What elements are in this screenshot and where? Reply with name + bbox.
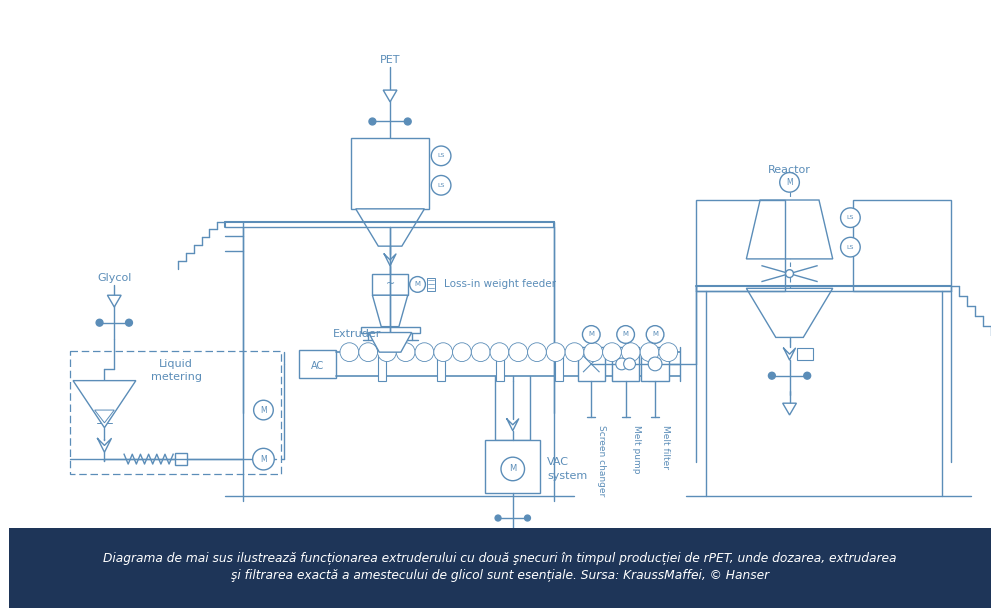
Circle shape [434,343,453,362]
Text: M: M [588,332,594,338]
Circle shape [616,358,628,370]
Text: PET: PET [380,55,400,64]
Circle shape [786,270,793,278]
Bar [612,348,620,381]
Circle shape [646,325,664,343]
Text: Reactor: Reactor [768,165,811,174]
Polygon shape [107,295,121,307]
Text: Glycol: Glycol [97,273,131,282]
Circle shape [768,372,775,379]
Text: LS: LS [847,244,854,250]
Circle shape [359,343,378,362]
Text: Diagrama de mai sus ilustrează funcționarea extruderului cu două şnecuri în timp: Diagrama de mai sus ilustrează funcționa… [103,552,897,582]
Text: M: M [786,178,793,187]
Bar [427,278,435,291]
Circle shape [624,358,635,370]
Circle shape [546,343,565,362]
Polygon shape [372,295,408,327]
Bar [797,348,813,360]
Circle shape [126,319,132,326]
Circle shape [648,357,662,371]
Text: LS: LS [437,154,445,158]
Circle shape [804,372,811,379]
Polygon shape [383,90,397,102]
Circle shape [410,276,425,292]
Text: M: M [623,332,629,338]
Text: Melt pump: Melt pump [632,425,641,473]
Polygon shape [73,381,136,428]
Bar [378,348,386,381]
Circle shape [501,457,525,481]
Polygon shape [95,410,114,423]
Bar [372,274,408,295]
Circle shape [509,343,528,362]
Text: M: M [415,281,421,287]
Text: M: M [652,332,658,338]
Circle shape [780,173,799,192]
Circle shape [841,238,860,257]
Circle shape [253,448,274,470]
Text: LS: LS [437,183,445,188]
Bar [9,528,991,608]
Circle shape [431,146,451,166]
Bar [555,348,563,381]
Polygon shape [368,333,412,352]
Text: AC: AC [311,361,324,371]
Circle shape [340,343,359,362]
Circle shape [617,325,634,343]
Circle shape [369,118,376,125]
Circle shape [582,325,600,343]
Circle shape [453,343,471,362]
Bar [351,138,429,209]
Bar [696,200,785,291]
Circle shape [96,319,103,326]
Polygon shape [356,209,424,246]
Bar [612,348,639,381]
Circle shape [254,400,273,420]
Circle shape [565,343,584,362]
Text: M: M [260,406,267,414]
Polygon shape [506,538,520,550]
Text: M: M [509,464,516,473]
Bar [361,327,420,333]
Circle shape [378,343,396,362]
Polygon shape [783,403,796,415]
Polygon shape [746,289,833,338]
Text: Screen changer: Screen changer [597,425,606,496]
Circle shape [640,343,659,362]
Text: Loss-in weight feeder: Loss-in weight feeder [444,279,556,289]
Circle shape [603,343,621,362]
Text: M: M [260,454,267,464]
Bar [437,348,445,381]
Circle shape [841,208,860,228]
Text: Liquid
metering: Liquid metering [151,359,202,383]
Text: Extruder: Extruder [333,330,382,340]
Bar [299,350,336,378]
Circle shape [431,176,451,195]
Circle shape [396,343,415,362]
Polygon shape [746,200,833,259]
Bar [648,348,656,381]
Circle shape [525,515,530,521]
Circle shape [490,343,509,362]
Bar [853,200,951,291]
Text: Melt filter: Melt filter [661,425,670,468]
Text: VAC
system: VAC system [547,457,587,481]
Circle shape [471,343,490,362]
Bar [496,348,504,381]
Text: LS: LS [847,215,854,220]
Circle shape [584,343,603,362]
Text: ~: ~ [385,279,395,289]
Bar [70,351,281,474]
Circle shape [621,343,640,362]
Bar [485,440,540,494]
Circle shape [415,343,434,362]
Circle shape [495,515,501,521]
Bar [641,348,669,381]
Circle shape [528,343,546,362]
Circle shape [404,118,411,125]
Bar [175,453,187,465]
Bar [578,348,605,381]
Circle shape [659,343,678,362]
